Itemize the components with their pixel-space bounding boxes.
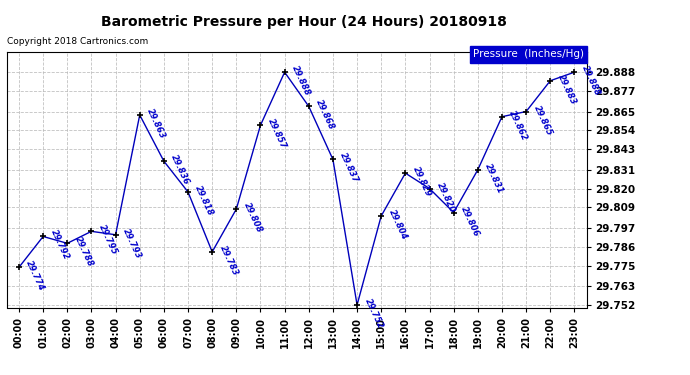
Text: 29.793: 29.793 xyxy=(121,227,143,260)
Text: 29.806: 29.806 xyxy=(460,204,481,238)
Text: 29.752: 29.752 xyxy=(363,297,384,330)
Text: 29.783: 29.783 xyxy=(218,244,239,277)
Text: 29.788: 29.788 xyxy=(73,236,95,268)
Text: 29.792: 29.792 xyxy=(49,228,70,262)
Text: 29.774: 29.774 xyxy=(25,259,46,292)
Text: 29.836: 29.836 xyxy=(170,153,191,186)
Text: 29.857: 29.857 xyxy=(266,117,288,150)
Text: 29.804: 29.804 xyxy=(387,208,408,241)
Text: 29.829: 29.829 xyxy=(411,165,433,198)
Text: 29.808: 29.808 xyxy=(242,201,264,234)
Text: Barometric Pressure per Hour (24 Hours) 20180918: Barometric Pressure per Hour (24 Hours) … xyxy=(101,15,506,29)
Text: 29.888: 29.888 xyxy=(580,64,602,98)
Text: 29.865: 29.865 xyxy=(532,104,553,137)
Text: 29.888: 29.888 xyxy=(290,64,312,98)
Text: 29.863: 29.863 xyxy=(146,107,167,140)
Text: 29.820: 29.820 xyxy=(435,181,457,214)
Text: 29.883: 29.883 xyxy=(556,73,578,106)
Text: 29.831: 29.831 xyxy=(484,162,505,195)
Text: 29.837: 29.837 xyxy=(339,152,360,185)
Text: 29.862: 29.862 xyxy=(508,109,529,142)
Text: 29.818: 29.818 xyxy=(194,184,215,217)
Text: Pressure  (Inches/Hg): Pressure (Inches/Hg) xyxy=(473,50,584,59)
Text: 29.868: 29.868 xyxy=(315,99,336,132)
Text: 29.795: 29.795 xyxy=(97,224,119,256)
Text: Copyright 2018 Cartronics.com: Copyright 2018 Cartronics.com xyxy=(7,38,148,46)
